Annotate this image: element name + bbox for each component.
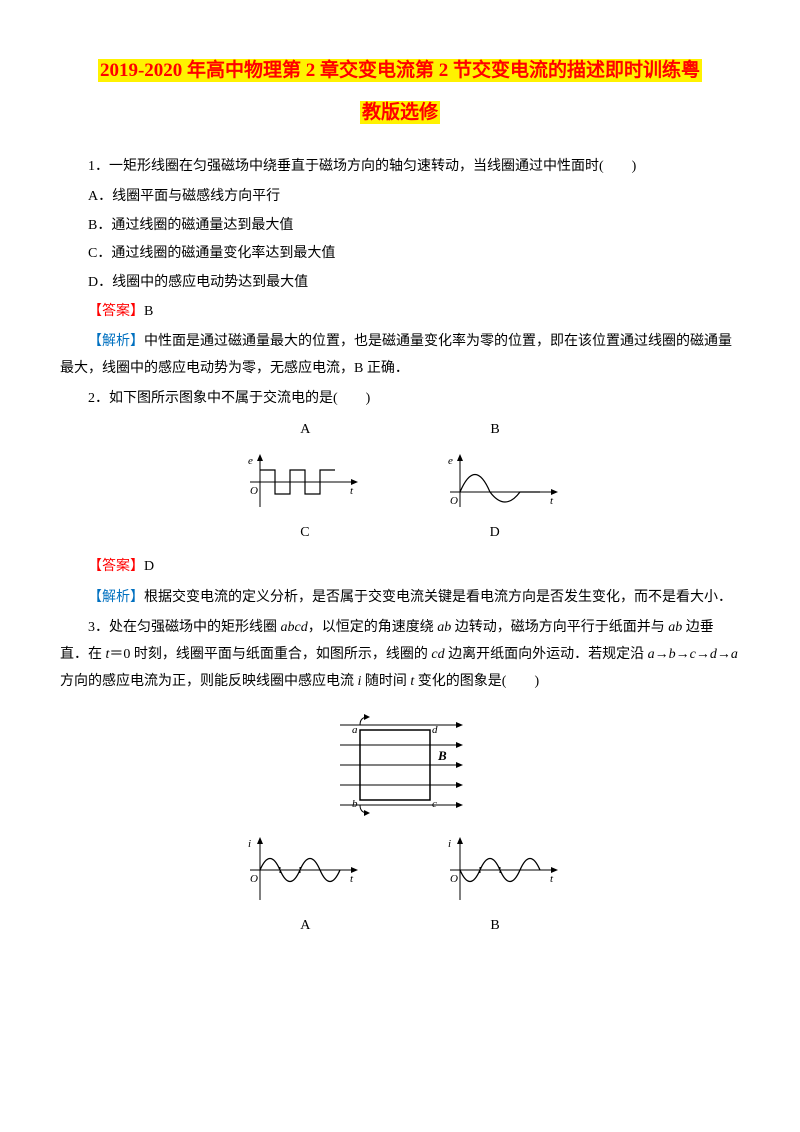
- q3-chart-B: i O t: [440, 835, 560, 905]
- q2-labelA: A: [300, 417, 310, 444]
- title-line1: 2019-2020 年高中物理第 2 章交变电流第 2 节交变电流的描述即时训练…: [98, 59, 702, 82]
- analysis-label: 【解析】: [88, 334, 144, 349]
- t-label: t: [350, 485, 354, 497]
- q2-answer: 【答案】D: [60, 554, 740, 581]
- q3-labelA: A: [300, 913, 310, 940]
- svg-text:i: i: [448, 838, 451, 850]
- q3-coil-figure: a d b c B: [60, 705, 740, 825]
- analysis-text: 根据交变电流的定义分析，是否属于交变电流关键是看电流方向是否发生变化，而不是看大…: [144, 590, 732, 605]
- q2-stem: 2．如下图所示图象中不属于交流电的是( ): [60, 386, 740, 413]
- o-label: O: [250, 485, 258, 497]
- svg-text:O: O: [450, 873, 458, 885]
- q2-chart-D: e O t: [440, 452, 560, 512]
- svg-text:t: t: [550, 873, 554, 885]
- svg-text:c: c: [432, 798, 437, 810]
- answer-value: D: [144, 559, 154, 574]
- q1-analysis: 【解析】中性面是通过磁通量最大的位置，也是磁通量变化率为零的位置，即在该位置通过…: [60, 329, 740, 382]
- q2-labels-row1: A B: [60, 417, 740, 444]
- q3-labelB: B: [490, 913, 499, 940]
- q2-labelD: D: [490, 520, 500, 547]
- q1-optB: B．通过线圈的磁通量达到最大值: [60, 213, 740, 240]
- svg-text:d: d: [432, 724, 438, 736]
- q2-labelC: C: [300, 520, 309, 547]
- q2-figures-row1: e O t e O t: [60, 452, 740, 512]
- e-label: e: [248, 455, 253, 467]
- svg-text:a: a: [352, 724, 358, 736]
- q2-labels-row2: C D: [60, 520, 740, 547]
- e-label: e: [448, 455, 453, 467]
- analysis-text: 中性面是通过磁通量最大的位置，也是磁通量变化率为零的位置，即在该位置通过线圈的磁…: [60, 334, 732, 376]
- svg-text:b: b: [352, 798, 358, 810]
- q1-optD: D．线圈中的感应电动势达到最大值: [60, 270, 740, 297]
- svg-text:i: i: [248, 838, 251, 850]
- q3-coil-svg: a d b c B: [320, 705, 480, 825]
- q2-chart-C: e O t: [240, 452, 360, 512]
- q1-answer: 【答案】B: [60, 299, 740, 326]
- q3-figures-row1: i O t i O t: [60, 835, 740, 905]
- q1-optC: C．通过线圈的磁通量变化率达到最大值: [60, 241, 740, 268]
- q2-labelB: B: [490, 417, 499, 444]
- svg-text:O: O: [250, 873, 258, 885]
- q1-stem: 1．一矩形线圈在匀强磁场中绕垂直于磁场方向的轴匀速转动，当线圈通过中性面时( ): [60, 154, 740, 181]
- page-title: 2019-2020 年高中物理第 2 章交变电流第 2 节交变电流的描述即时训练…: [60, 50, 740, 134]
- answer-label: 【答案】: [88, 559, 144, 574]
- analysis-label: 【解析】: [88, 590, 144, 605]
- answer-label: 【答案】: [88, 304, 144, 319]
- q3-labels-row1: A B: [60, 913, 740, 940]
- svg-text:B: B: [437, 748, 447, 763]
- q3-stem: 3．处在匀强磁场中的矩形线圈 abcd，以恒定的角速度绕 ab 边转动，磁场方向…: [60, 615, 740, 695]
- q3-chart-A: i O t: [240, 835, 360, 905]
- q1-optA: A．线圈平面与磁感线方向平行: [60, 184, 740, 211]
- answer-value: B: [144, 304, 153, 319]
- q2-analysis: 【解析】根据交变电流的定义分析，是否属于交变电流关键是看电流方向是否发生变化，而…: [60, 585, 740, 612]
- t-label: t: [550, 495, 554, 507]
- svg-text:t: t: [350, 873, 354, 885]
- title-line2: 教版选修: [360, 101, 440, 124]
- o-label: O: [450, 495, 458, 507]
